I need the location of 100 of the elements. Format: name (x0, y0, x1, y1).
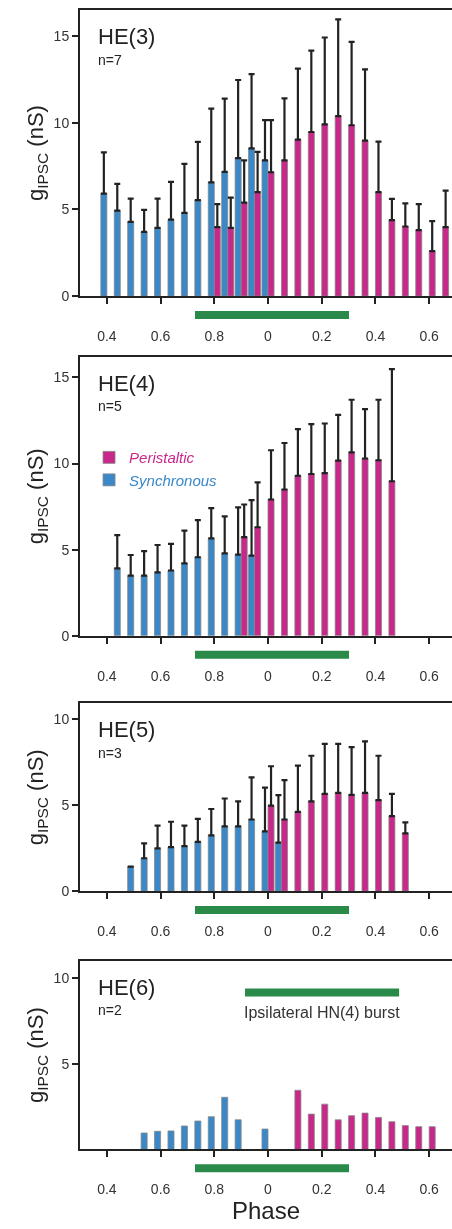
x-tick-label: 0.4 (365, 327, 386, 344)
bar (415, 1126, 423, 1150)
y-tick-label: 10 (53, 969, 70, 986)
x-tick-label: 0.2 (312, 327, 332, 344)
x-tick-label: 0.8 (204, 327, 225, 344)
bar (207, 538, 215, 636)
annotation: HE(3) (98, 24, 156, 49)
bar (140, 1132, 148, 1150)
x-tick-label: 0.2 (312, 1181, 332, 1198)
bar (361, 1112, 369, 1150)
bar (281, 489, 288, 636)
bar (154, 572, 161, 636)
x-tick-label: 0.6 (150, 1181, 171, 1198)
bar (167, 570, 175, 636)
legend-label: Peristaltic (129, 449, 195, 467)
y-tick-label: 10 (53, 710, 70, 727)
bar (348, 451, 356, 636)
bar (113, 568, 121, 636)
y-tick-label: 10 (53, 114, 70, 131)
bar (234, 1119, 242, 1150)
x-tick-label: 0.6 (150, 922, 171, 939)
legend-label: Synchronous (129, 471, 218, 489)
bar (207, 834, 215, 892)
bar (127, 221, 135, 297)
bar (361, 458, 369, 636)
bar (154, 848, 161, 892)
x-tick-label: 0.6 (419, 1181, 440, 1198)
bar (167, 219, 175, 297)
x-tick-label: 0.8 (204, 1181, 225, 1198)
bar (248, 819, 255, 892)
x-tick-label: 0.4 (97, 327, 117, 344)
bar (428, 250, 436, 297)
bar (294, 1089, 302, 1150)
annotation: Ipsilateral HN(4) burst (244, 1004, 401, 1021)
x-tick-label: 0.4 (97, 922, 117, 939)
bar (167, 1130, 175, 1150)
bar (307, 1113, 315, 1150)
bar (321, 793, 329, 892)
bar (388, 480, 396, 636)
bar (348, 794, 356, 892)
bar (140, 575, 148, 636)
y-tick-label: 0 (61, 627, 70, 644)
annotation: n=3 (98, 745, 122, 761)
bar (207, 1116, 215, 1150)
bar (348, 1115, 356, 1150)
bar (307, 131, 315, 297)
bar (334, 115, 342, 297)
annotation: n=2 (98, 1002, 122, 1018)
annotation: n=7 (98, 52, 122, 68)
bar (113, 210, 121, 297)
bar (375, 799, 382, 892)
x-tick-label: 0 (264, 922, 273, 939)
y-tick-label: 0 (61, 287, 70, 304)
bar (388, 1121, 396, 1150)
bar (321, 472, 329, 636)
bar (194, 199, 202, 297)
bar (140, 857, 148, 892)
bar (221, 552, 229, 636)
bar (361, 792, 369, 892)
bar (294, 811, 302, 892)
bar (221, 825, 229, 892)
bar (334, 1119, 342, 1150)
bar (261, 1128, 269, 1150)
bar (140, 231, 148, 297)
bar (321, 123, 329, 297)
y-tick-label: 0 (61, 883, 70, 900)
bar (267, 499, 275, 636)
x-tick-label: 0.4 (365, 922, 386, 939)
bar (294, 475, 302, 636)
x-tick-label: 0.4 (97, 667, 117, 684)
bar (221, 1096, 229, 1150)
bar (375, 1116, 382, 1150)
bar (194, 556, 202, 636)
y-tick-label: 5 (61, 796, 70, 813)
bar (388, 815, 396, 892)
bar (375, 459, 382, 636)
annotation: n=5 (98, 398, 122, 414)
bar (334, 460, 342, 636)
bar (321, 1103, 329, 1150)
bar (401, 1125, 409, 1150)
bar (234, 825, 242, 892)
y-tick-label: 15 (53, 369, 70, 386)
bar (281, 159, 288, 297)
bar (442, 226, 450, 297)
x-tick-label: 0.6 (150, 667, 171, 684)
bar (180, 212, 188, 297)
annotation: HE(4) (98, 371, 156, 396)
x-tick-label: 0.4 (97, 1181, 117, 1198)
x-tick-label: 0.6 (150, 327, 171, 344)
bar (180, 562, 188, 636)
bar (361, 140, 369, 297)
bar (127, 866, 135, 892)
bar (334, 792, 342, 892)
bar (127, 575, 135, 636)
bar (375, 191, 382, 297)
bar (428, 1126, 436, 1150)
x-tick-label: 0.4 (365, 1181, 386, 1198)
annotation: HE(6) (98, 975, 156, 1000)
bar (388, 219, 396, 297)
y-tick-label: 5 (61, 541, 70, 558)
